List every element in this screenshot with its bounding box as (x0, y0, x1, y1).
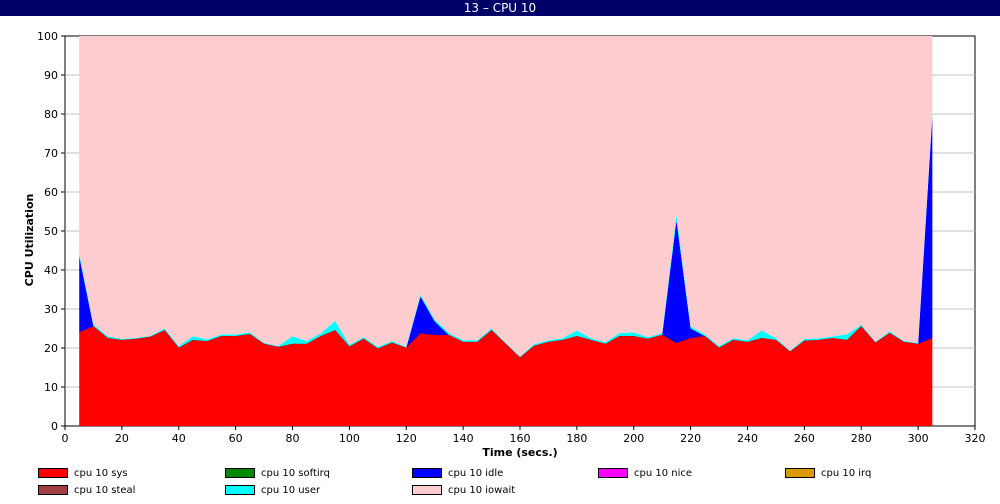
x-tick-label: 240 (737, 432, 758, 445)
x-tick-label: 200 (623, 432, 644, 445)
y-axis-ticks: 0 10 20 30 40 50 60 70 80 90 100 (37, 30, 65, 433)
x-tick-label: 120 (396, 432, 417, 445)
legend-label: cpu 10 nice (634, 467, 693, 479)
legend-swatch (38, 485, 68, 495)
legend-swatch (412, 468, 442, 478)
y-tick-label: 40 (44, 264, 58, 277)
legend-item: cpu 10 nice (598, 466, 692, 480)
x-tick-label: 220 (680, 432, 701, 445)
legend-label: cpu 10 steal (74, 484, 136, 496)
x-tick-label: 60 (229, 432, 243, 445)
legend-label: cpu 10 irq (821, 467, 872, 479)
y-tick-label: 0 (51, 420, 58, 433)
window-title: 13 – CPU 10 (0, 0, 1000, 16)
y-tick-label: 10 (44, 381, 58, 394)
legend-label: cpu 10 softirq (261, 467, 330, 479)
y-tick-label: 60 (44, 186, 58, 199)
legend-swatch (225, 485, 255, 495)
series-edge-line (79, 326, 933, 359)
x-axis-ticks: 0 20 40 60 80 100 120 140 160 180 200 220 240 260 280 3… (62, 426, 986, 445)
y-tick-label: 90 (44, 69, 58, 82)
x-tick-label: 80 (286, 432, 300, 445)
cpu-utilization-chart: 0 10 20 30 40 50 60 70 80 90 100 0 20 40 60 80 100 120 14… (23, 30, 986, 459)
legend-swatch (412, 485, 442, 495)
legend-swatch (598, 468, 628, 478)
legend-label: cpu 10 iowait (448, 484, 516, 496)
x-tick-label: 280 (851, 432, 872, 445)
legend-swatch (225, 468, 255, 478)
x-tick-label: 160 (510, 432, 531, 445)
x-tick-label: 0 (62, 432, 69, 445)
y-axis-label: CPU Utilization (23, 194, 36, 287)
stacked-areas (79, 36, 933, 426)
x-tick-label: 100 (339, 432, 360, 445)
x-tick-label: 300 (908, 432, 929, 445)
legend-item: cpu 10 steal (38, 483, 135, 497)
legend-item: cpu 10 softirq (225, 466, 330, 480)
x-tick-label: 320 (965, 432, 986, 445)
y-tick-label: 100 (37, 30, 58, 43)
legend-label: cpu 10 idle (448, 467, 504, 479)
legend-label: cpu 10 user (261, 484, 321, 496)
legend-item: cpu 10 idle (412, 466, 503, 480)
x-tick-label: 40 (172, 432, 186, 445)
x-tick-label: 20 (115, 432, 129, 445)
legend-swatch (38, 468, 68, 478)
x-axis-label: Time (secs.) (482, 446, 557, 459)
legend-label: cpu 10 sys (74, 467, 128, 479)
y-tick-label: 50 (44, 225, 58, 238)
legend-item: cpu 10 sys (38, 466, 128, 480)
legend: cpu 10 sys cpu 10 softirq cpu 10 idle cpu 1… (0, 462, 1000, 504)
series-area-cpu-10-iowait (79, 36, 933, 357)
legend-swatch (785, 468, 815, 478)
y-tick-label: 30 (44, 303, 58, 316)
y-tick-label: 70 (44, 147, 58, 160)
x-tick-label: 260 (794, 432, 815, 445)
legend-item: cpu 10 irq (785, 466, 871, 480)
x-tick-label: 140 (453, 432, 474, 445)
legend-item: cpu 10 iowait (412, 483, 515, 497)
legend-item: cpu 10 user (225, 483, 320, 497)
x-tick-label: 180 (566, 432, 587, 445)
y-tick-label: 20 (44, 342, 58, 355)
series-area-cpu-10-sys (79, 326, 933, 426)
y-tick-label: 80 (44, 108, 58, 121)
